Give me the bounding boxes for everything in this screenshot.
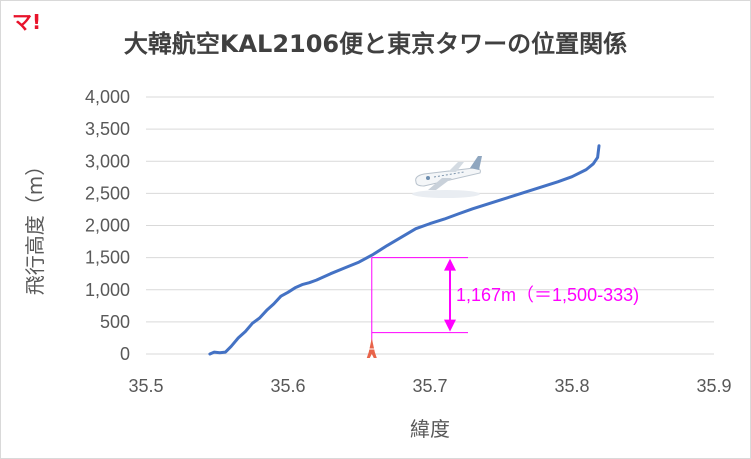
x-tick-label: 35.8 bbox=[554, 376, 589, 396]
y-tick-labels: 0 500 1,000 1,500 2,000 2,500 3,000 3,500 4,000 bbox=[85, 87, 130, 364]
x-tick-label: 35.9 bbox=[696, 376, 731, 396]
y-tick-label: 2,000 bbox=[85, 216, 130, 236]
y-tick-label: 1,000 bbox=[85, 280, 130, 300]
airplane-icon bbox=[412, 156, 482, 198]
y-tick-label: 1,500 bbox=[85, 248, 130, 268]
x-tick-label: 35.6 bbox=[270, 376, 305, 396]
y-tick-label: 3,000 bbox=[85, 151, 130, 171]
series-line bbox=[208, 144, 601, 356]
y-tick-label: 3,500 bbox=[85, 119, 130, 139]
y-tick-label: 4,000 bbox=[85, 87, 130, 107]
annotation-label: 1,167m（＝1,500-333) bbox=[456, 285, 639, 305]
y-tick-label: 0 bbox=[120, 344, 130, 364]
x-axis-title: 緯度 bbox=[410, 417, 450, 441]
y-tick-label: 2,500 bbox=[85, 183, 130, 203]
gridlines bbox=[146, 96, 714, 355]
y-tick-label: 500 bbox=[100, 312, 130, 332]
x-tick-label: 35.7 bbox=[412, 376, 447, 396]
annotation-arrow-head-down bbox=[444, 319, 456, 332]
annotation-group: 1,167m（＝1,500-333) bbox=[371, 257, 639, 342]
chart-title: 大韓航空KAL2106便と東京タワーの位置関係 bbox=[123, 30, 628, 58]
tokyo-tower-icon bbox=[366, 338, 377, 358]
x-tick-labels: 35.5 35.6 35.7 35.8 35.9 bbox=[128, 376, 731, 396]
y-axis-title: 飛行高度（m） bbox=[23, 156, 47, 295]
logo: マ! bbox=[12, 10, 42, 34]
x-tick-label: 35.5 bbox=[128, 376, 163, 396]
annotation-arrow-head-up bbox=[444, 258, 456, 271]
